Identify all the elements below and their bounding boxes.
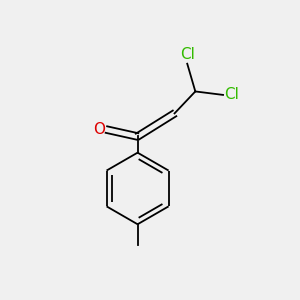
Text: Cl: Cl xyxy=(180,47,195,62)
Text: Cl: Cl xyxy=(224,87,239,102)
Text: O: O xyxy=(94,122,106,137)
